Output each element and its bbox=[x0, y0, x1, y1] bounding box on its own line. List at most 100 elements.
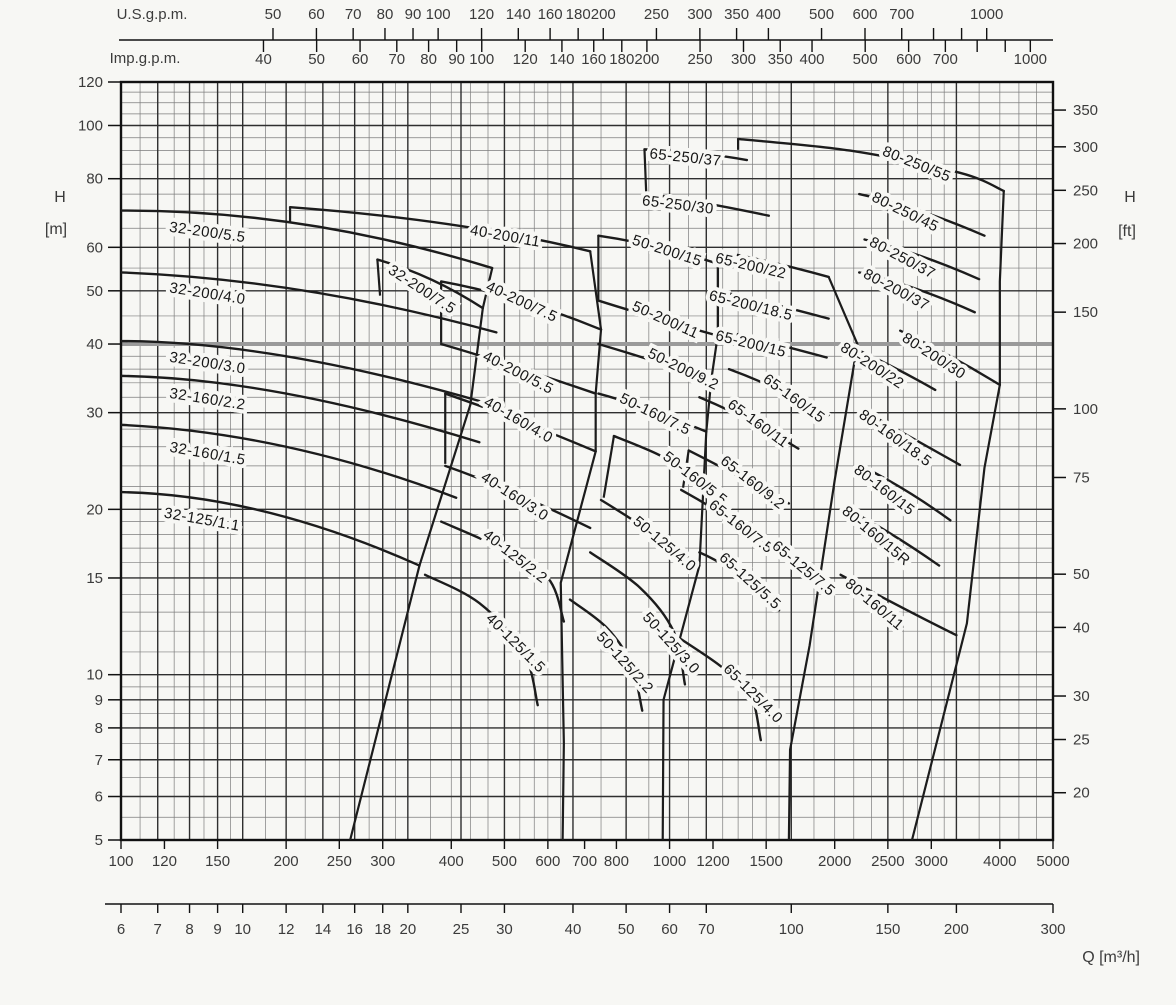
lmin-tick-label: 300 bbox=[370, 853, 395, 870]
pump-curve-80-200/30 bbox=[899, 329, 1002, 387]
pump-curve-65-160/9.2 bbox=[687, 449, 791, 505]
family-edge bbox=[643, 149, 648, 194]
left-axis: 5 6 7 8 9 10 15 20 30 40 50 60 80 100 120 H [m] bbox=[45, 74, 121, 849]
pump-curve-80-200/22 bbox=[843, 342, 937, 392]
m3h-tick-label: 150 bbox=[875, 921, 900, 938]
impgpm-tick-label: 300 bbox=[731, 51, 756, 68]
hft-tick-label: 75 bbox=[1073, 469, 1090, 486]
pump-curve-40-160/3.0 bbox=[444, 464, 592, 530]
m3h-tick-label: 16 bbox=[346, 921, 363, 938]
hm-tick-label: 30 bbox=[86, 405, 103, 422]
usgpm-tick-label: 300 bbox=[687, 6, 712, 23]
bottom-lmin-axis: 100 120 150 200 250 300 400 500 600 700 800 1000 120… bbox=[108, 840, 1070, 870]
h-ft-unit: [ft] bbox=[1118, 223, 1136, 240]
pump-label-80-160/15: 80-160/15 bbox=[851, 461, 918, 519]
pump-curve-40-125/1.5 bbox=[423, 573, 539, 707]
impgpm-tick-label: 90 bbox=[448, 51, 465, 68]
lmin-tick-label: 1000 bbox=[653, 853, 686, 870]
hft-tick-label: 25 bbox=[1073, 732, 1090, 749]
m3h-tick-label: 60 bbox=[661, 921, 678, 938]
impgpm-tick-label: 700 bbox=[933, 51, 958, 68]
lmin-tick-label: 500 bbox=[492, 853, 517, 870]
hm-tick-label: 120 bbox=[78, 74, 103, 91]
lmin-tick-label: 150 bbox=[205, 853, 230, 870]
usgpm-tick-label: 60 bbox=[308, 6, 325, 23]
pump-curve-80-160/11 bbox=[839, 573, 958, 637]
pump-curve-40-200/5.5 bbox=[439, 342, 597, 395]
top-axis: U.S.g.p.m. 50 60 70 80 90 100 120 140 160 180 200 25… bbox=[110, 6, 1053, 68]
pump-label-40-200/7.5: 40-200/7.5 bbox=[483, 278, 560, 326]
m3h-tick-label: 100 bbox=[779, 921, 804, 938]
pump-curve-65-160/11 bbox=[698, 396, 800, 450]
m3h-tick-label: 6 bbox=[117, 921, 125, 938]
lmin-tick-label: 200 bbox=[274, 853, 299, 870]
usgpm-tick-label: 250 bbox=[644, 6, 669, 23]
pump-curve-32-125/1.1 bbox=[121, 490, 421, 567]
pump-label-65-200/18.5: 65-200/18.5 bbox=[707, 287, 794, 324]
lmin-tick-label: 400 bbox=[439, 853, 464, 870]
hft-tick-label: 300 bbox=[1073, 139, 1098, 156]
pump-label-50-200/15: 50-200/15 bbox=[630, 232, 704, 270]
lmin-tick-label: 120 bbox=[152, 853, 177, 870]
impgpm-tick-label: 80 bbox=[420, 51, 437, 68]
pump-curve-65-200/22 bbox=[716, 250, 830, 279]
pump-curve-32-200/4.0 bbox=[121, 271, 498, 334]
impgpm-tick-label: 250 bbox=[688, 51, 713, 68]
h-ft-symbol: H bbox=[1124, 189, 1136, 206]
pump-curve-50-125/4.0 bbox=[599, 498, 701, 567]
hm-tick-label: 7 bbox=[95, 752, 103, 769]
lmin-tick-label: 3000 bbox=[915, 853, 948, 870]
usgpm-tick-label: 100 bbox=[426, 6, 451, 23]
top-axis-impgpm-label: Imp.g.p.m. bbox=[110, 50, 181, 67]
hm-tick-label: 15 bbox=[86, 570, 103, 587]
hft-tick-label: 30 bbox=[1073, 688, 1090, 705]
pump-labels: 32-200/5.5 32-200/4.0 32-200/3.0 32-160/2.2… bbox=[159, 139, 973, 731]
m3h-tick-label: 40 bbox=[565, 921, 582, 938]
pump-curve-80-160/15 bbox=[858, 463, 952, 522]
pump-curve-32-200/5.5 bbox=[121, 209, 494, 270]
lmin-tick-label: 1500 bbox=[749, 853, 782, 870]
pump-curve-40-200/11 bbox=[288, 205, 592, 253]
pump-label-65-250/30: 65-250/30 bbox=[641, 192, 715, 218]
hft-tick-label: 200 bbox=[1073, 236, 1098, 253]
impgpm-tick-label: 160 bbox=[581, 51, 606, 68]
pump-label-40-125/1.5: 40-125/1.5 bbox=[482, 610, 548, 676]
pump-curve-65-125/7.5 bbox=[736, 529, 820, 584]
pump-curve-80-250/45 bbox=[858, 192, 986, 237]
lmin-tick-label: 2000 bbox=[818, 853, 851, 870]
hft-tick-label: 250 bbox=[1073, 182, 1098, 199]
pump-label-32-200/5.5: 32-200/5.5 bbox=[168, 219, 246, 247]
plot-frame bbox=[119, 80, 1055, 842]
pump-curve-50-200/11 bbox=[597, 299, 718, 337]
m3h-tick-label: 25 bbox=[453, 921, 470, 938]
m3h-tick-label: 8 bbox=[185, 921, 193, 938]
impgpm-tick-label: 50 bbox=[308, 51, 325, 68]
pump-label-50-200/11: 50-200/11 bbox=[630, 298, 702, 342]
m3h-tick-label: 300 bbox=[1040, 921, 1065, 938]
pump-curve-65-250/37 bbox=[643, 148, 749, 162]
hm-tick-label: 6 bbox=[95, 789, 103, 806]
m3h-tick-label: 200 bbox=[944, 921, 969, 938]
pump-curve-32-200/3.0 bbox=[121, 339, 481, 403]
m3h-tick-label: 30 bbox=[496, 921, 513, 938]
hm-tick-label: 50 bbox=[86, 283, 103, 300]
lmin-tick-label: 800 bbox=[604, 853, 629, 870]
pump-curve-50-200/15 bbox=[597, 234, 720, 265]
pump-curve-32-160/1.5 bbox=[121, 423, 458, 499]
pump-curve-65-125/4.0 bbox=[679, 638, 763, 742]
pump-label-80-250/45: 80-250/45 bbox=[869, 189, 941, 236]
impgpm-tick-label: 100 bbox=[469, 51, 494, 68]
family-edge bbox=[349, 267, 494, 840]
hm-tick-label: 8 bbox=[95, 720, 103, 737]
usgpm-tick-label: 120 bbox=[469, 6, 494, 23]
hft-tick-label: 50 bbox=[1073, 566, 1090, 583]
pump-curve-50-125/2.2 bbox=[568, 598, 644, 712]
pump-label-32-200/3.0: 32-200/3.0 bbox=[168, 349, 246, 378]
pump-curve-50-125/3.0 bbox=[589, 551, 687, 686]
impgpm-tick-label: 350 bbox=[768, 51, 793, 68]
pump-curve-80-200/37 bbox=[858, 271, 976, 314]
usgpm-tick-label: 1000 bbox=[970, 6, 1003, 23]
lmin-tick-label: 4000 bbox=[983, 853, 1016, 870]
